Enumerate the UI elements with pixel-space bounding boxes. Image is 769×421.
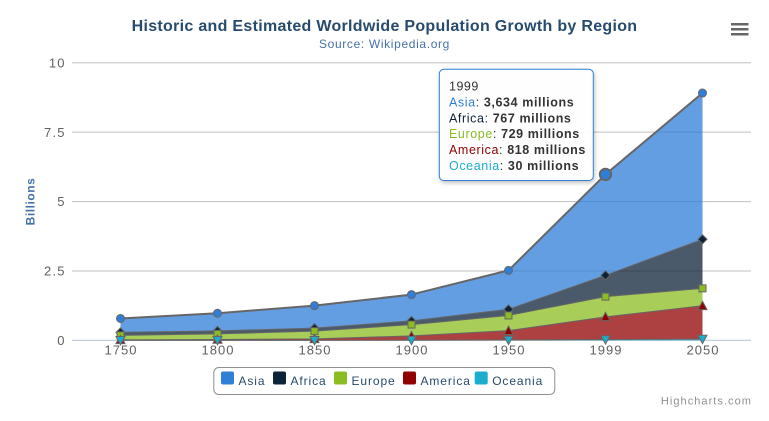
svg-text:Europe: Europe xyxy=(352,374,396,388)
svg-text:1750: 1750 xyxy=(105,343,138,358)
svg-text:America: America xyxy=(421,374,471,388)
svg-text:2050: 2050 xyxy=(687,343,720,358)
svg-text:10: 10 xyxy=(49,55,66,70)
svg-text:Source: Wikipedia.org: Source: Wikipedia.org xyxy=(319,37,450,51)
svg-text:2.5: 2.5 xyxy=(44,264,66,279)
svg-text:Oceania: 30 millions: Oceania: 30 millions xyxy=(449,159,579,173)
svg-text:1999: 1999 xyxy=(449,80,479,94)
svg-text:Oceania: Oceania xyxy=(492,374,543,388)
svg-text:7.5: 7.5 xyxy=(44,125,66,140)
svg-text:1950: 1950 xyxy=(493,343,526,358)
svg-text:Africa: 767 millions: Africa: 767 millions xyxy=(449,111,571,125)
svg-text:5: 5 xyxy=(57,194,65,209)
svg-text:Historic and Estimated Worldwi: Historic and Estimated Worldwide Populat… xyxy=(132,18,638,35)
svg-text:Africa: Africa xyxy=(291,374,327,388)
svg-text:1850: 1850 xyxy=(299,343,332,358)
svg-text:Asia: 3,634 millions: Asia: 3,634 millions xyxy=(449,95,574,109)
svg-text:Highcharts.com: Highcharts.com xyxy=(661,395,752,407)
svg-text:1900: 1900 xyxy=(396,343,429,358)
svg-text:Europe: 729 millions: Europe: 729 millions xyxy=(449,127,580,141)
svg-text:1999: 1999 xyxy=(590,343,623,358)
svg-text:Billions: Billions xyxy=(24,178,38,226)
svg-text:0: 0 xyxy=(57,333,65,348)
svg-text:1800: 1800 xyxy=(202,343,235,358)
svg-text:Asia: Asia xyxy=(239,374,266,388)
svg-text:America: 818 millions: America: 818 millions xyxy=(449,143,586,157)
